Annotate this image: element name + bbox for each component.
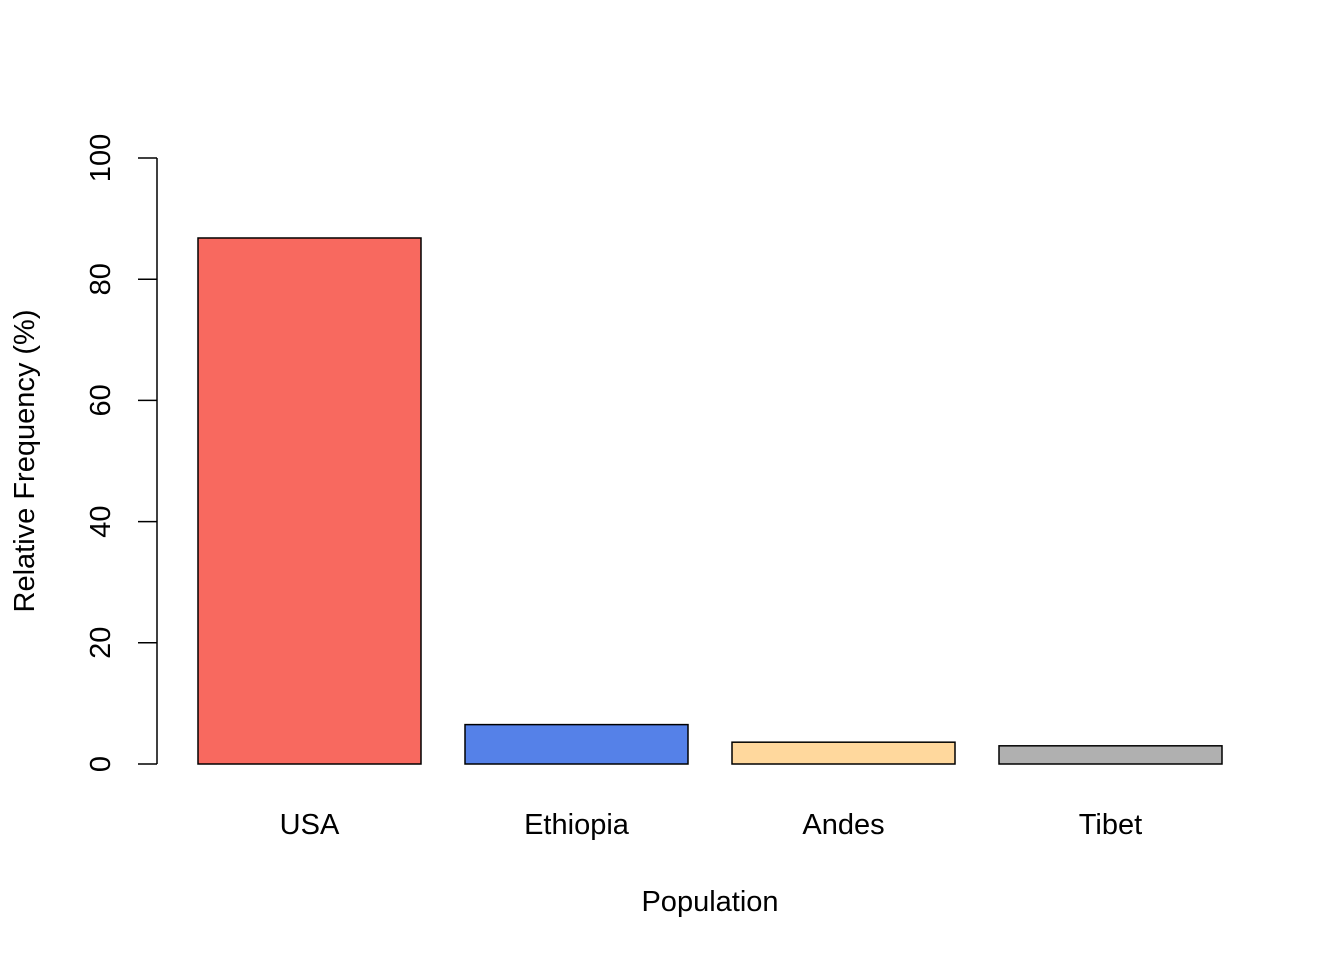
x-axis-title: Population <box>641 886 778 918</box>
bar-usa <box>197 237 422 765</box>
bar-andes <box>731 741 956 765</box>
y-tick-label-100: 100 <box>85 134 117 182</box>
x-tick-label-usa: USA <box>280 809 340 841</box>
x-tick-label-tibet: Tibet <box>1079 809 1142 841</box>
y-tick-label-60: 60 <box>85 384 117 416</box>
bar-tibet <box>998 745 1223 765</box>
y-tick-label-20: 20 <box>85 627 117 659</box>
y-axis-title: Relative Frequency (%) <box>9 310 41 613</box>
y-axis: 0 20 40 60 80 100 <box>85 134 158 772</box>
x-tick-label-ethiopia: Ethiopia <box>524 809 630 841</box>
y-tick-label-0: 0 <box>85 756 117 772</box>
y-tick-label-40: 40 <box>85 505 117 537</box>
bar-ethiopia <box>464 723 689 765</box>
x-tick-label-andes: Andes <box>802 809 884 841</box>
bars <box>197 237 1223 765</box>
y-tick-label-80: 80 <box>85 263 117 295</box>
x-category-labels: USA Ethiopia Andes Tibet <box>280 809 1143 841</box>
